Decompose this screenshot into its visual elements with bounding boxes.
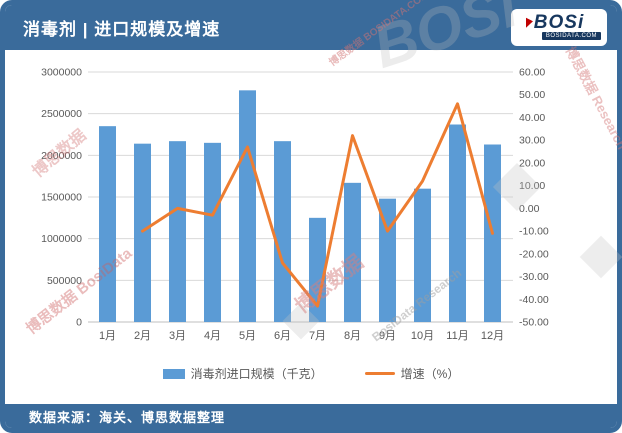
legend-item-import-scale: 消毒剂进口规模（千克） — [162, 365, 323, 382]
bar-6月 — [274, 141, 291, 322]
data-source-note: 数据来源：海关、博思数据整理 — [29, 409, 226, 425]
bar-1月 — [99, 126, 116, 323]
left-axis-tick-label: 500000 — [47, 275, 82, 287]
bar-4月 — [204, 142, 221, 322]
right-axis-tick-label: 20.00 — [519, 157, 545, 169]
x-axis-label-7月: 7月 — [309, 330, 326, 342]
right-axis-tick-label: 0.00 — [519, 203, 540, 215]
x-axis-label-9月: 9月 — [379, 330, 396, 342]
bar-series-swatch — [162, 368, 185, 379]
x-axis-label-2月: 2月 — [134, 330, 151, 342]
bosi-logo-word: BOSi — [533, 12, 585, 33]
bar-2月 — [134, 143, 151, 322]
right-axis-tick-label: -20.00 — [519, 248, 549, 260]
x-axis-label-4月: 4月 — [204, 330, 221, 342]
x-axis-label-11月: 11月 — [446, 330, 468, 342]
right-axis-tick-label: -30.00 — [519, 271, 549, 283]
legend-label-import-scale: 消毒剂进口规模（千克） — [190, 367, 323, 381]
growth-rate-line — [141, 102, 494, 308]
left-axis-tick-label: 2000000 — [41, 150, 82, 162]
x-axis-label-6月: 6月 — [274, 330, 291, 342]
footer-bar: 数据来源：海关、博思数据整理 — [5, 404, 617, 428]
right-axis-tick-label: 10.00 — [519, 180, 545, 192]
bar-10月 — [414, 188, 431, 322]
bosi-logo: BOSi BOSIDATA.COM — [511, 9, 607, 46]
chart-area: 3000000 2500000 2000000 1500000 1000000 50000… — [5, 50, 617, 404]
line-series-swatch — [364, 372, 395, 375]
bar-9月 — [379, 198, 396, 322]
legend-label-growth-rate: 增速（%） — [400, 367, 460, 381]
left-axis-tick-label: 1000000 — [41, 233, 82, 245]
x-axis-label-1月: 1月 — [99, 330, 116, 342]
right-axis-tick-label: 50.00 — [519, 89, 545, 101]
right-axis-tick-label: -50.00 — [519, 317, 549, 329]
page-title: 消毒剂 | 进口规模及增速 — [23, 20, 221, 39]
header-bar: 消毒剂 | 进口规模及增速 BOSi BOSIDATA.COM — [5, 5, 617, 50]
right-axis-tick-label: -10.00 — [519, 226, 549, 238]
bar-5月 — [239, 90, 256, 322]
x-axis-label-5月: 5月 — [239, 330, 256, 342]
right-axis-tick-label: 30.00 — [519, 135, 545, 147]
bosi-logo-subtext: BOSIDATA.COM — [541, 32, 601, 40]
chart-legend: 消毒剂进口规模（千克） 增速（%） — [5, 365, 617, 382]
bar-8月 — [344, 182, 361, 322]
right-axis-tick-label: -40.00 — [519, 294, 549, 306]
x-axis-label-12月: 12月 — [481, 330, 504, 342]
bar-3月 — [169, 141, 186, 322]
left-axis-tick-label: 2500000 — [41, 108, 82, 120]
bar-7月 — [309, 217, 326, 322]
left-axis-tick-label: 1500000 — [41, 192, 82, 204]
legend-item-growth-rate: 增速（%） — [364, 365, 460, 382]
bar-11月 — [449, 124, 466, 322]
right-axis-tick-label: 60.00 — [519, 67, 545, 79]
left-axis-tick-label: 3000000 — [41, 67, 82, 79]
chart-canvas: 3000000 2500000 2000000 1500000 1000000 50000… — [41, 67, 549, 343]
left-axis-tick-label: 0 — [76, 317, 82, 329]
x-axis-label-8月: 8月 — [344, 330, 361, 342]
right-axis-tick-label: 40.00 — [519, 112, 545, 124]
x-axis-label-10月: 10月 — [411, 330, 434, 342]
x-axis-label-3月: 3月 — [169, 330, 186, 342]
